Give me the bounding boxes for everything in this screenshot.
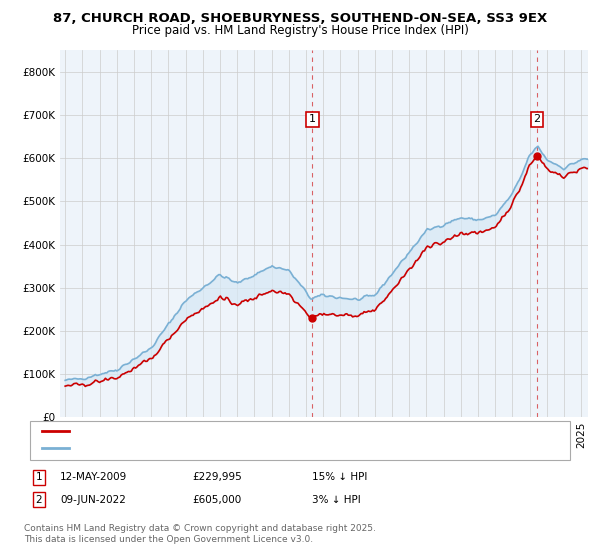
Text: 12-MAY-2009: 12-MAY-2009 <box>60 472 127 482</box>
Text: 2: 2 <box>35 494 43 505</box>
Text: 09-JUN-2022: 09-JUN-2022 <box>60 494 126 505</box>
Text: 1: 1 <box>35 472 43 482</box>
Text: £605,000: £605,000 <box>192 494 241 505</box>
Text: 87, CHURCH ROAD, SHOEBURYNESS, SOUTHEND-ON-SEA, SS3 9EX: 87, CHURCH ROAD, SHOEBURYNESS, SOUTHEND-… <box>53 12 547 25</box>
Text: 15% ↓ HPI: 15% ↓ HPI <box>312 472 367 482</box>
Text: 3% ↓ HPI: 3% ↓ HPI <box>312 494 361 505</box>
Text: Price paid vs. HM Land Registry's House Price Index (HPI): Price paid vs. HM Land Registry's House … <box>131 24 469 37</box>
Text: 87, CHURCH ROAD, SHOEBURYNESS, SOUTHEND-ON-SEA, SS3 9EX (detached house): 87, CHURCH ROAD, SHOEBURYNESS, SOUTHEND-… <box>75 426 518 436</box>
Text: 2: 2 <box>533 114 541 124</box>
Text: 1: 1 <box>309 114 316 124</box>
Text: HPI: Average price, detached house, Southend-on-Sea: HPI: Average price, detached house, Sout… <box>75 443 358 453</box>
Text: £229,995: £229,995 <box>192 472 242 482</box>
Text: Contains HM Land Registry data © Crown copyright and database right 2025.
This d: Contains HM Land Registry data © Crown c… <box>24 524 376 544</box>
